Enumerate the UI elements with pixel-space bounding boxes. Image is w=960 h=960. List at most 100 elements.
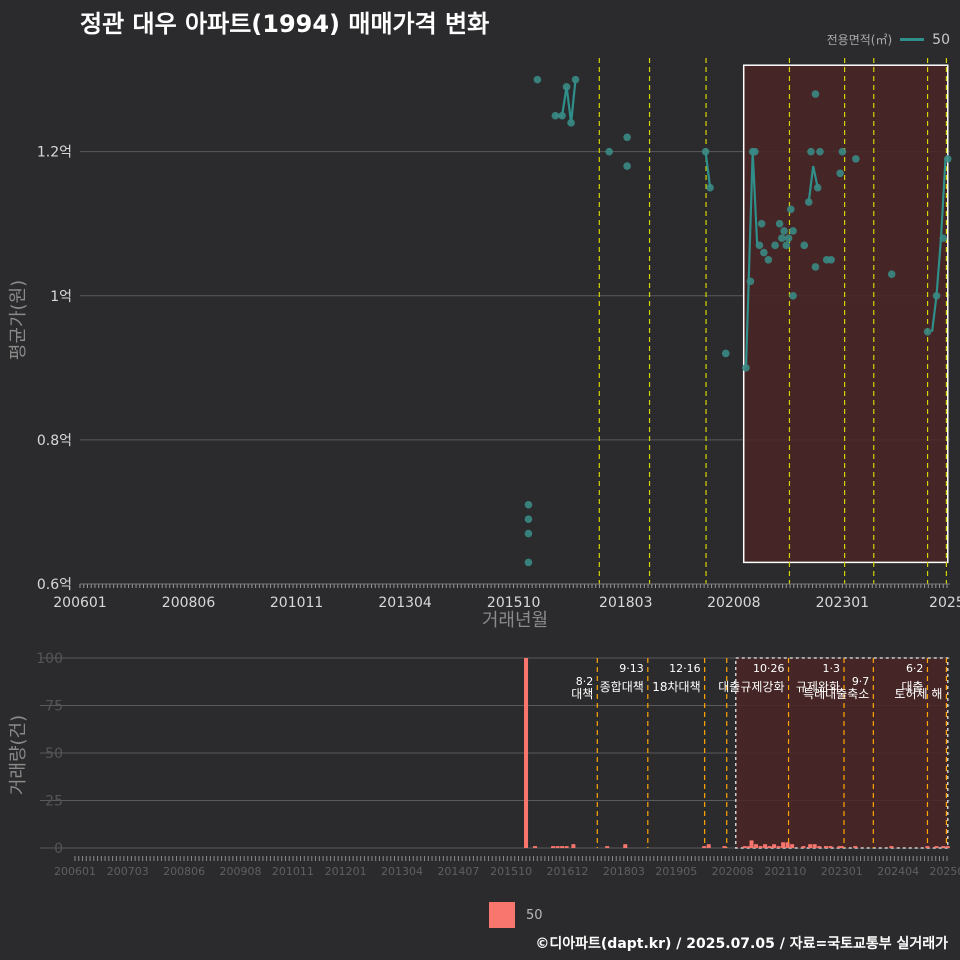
price-point — [786, 205, 795, 214]
policy-name-label: 토허제 해 — [894, 687, 942, 701]
price-series-line — [807, 165, 819, 203]
volume-bar — [551, 846, 556, 848]
volume-x-tick-label: 201905 — [655, 865, 697, 878]
volume-bar — [754, 844, 759, 848]
volume-x-tick-label: 201510 — [490, 865, 532, 878]
price-point — [775, 219, 784, 228]
price-point — [836, 169, 844, 178]
price-x-tick-label: 202008 — [707, 595, 760, 611]
policy-date-label: 9·7 — [852, 675, 870, 688]
volume-bar — [747, 846, 752, 848]
price-point — [778, 234, 786, 242]
price-point — [562, 83, 571, 91]
volume-bar — [941, 846, 946, 848]
price-point — [721, 349, 730, 358]
price-point — [807, 147, 815, 156]
price-point — [816, 147, 824, 156]
volume-y-tick-label: 0 — [54, 841, 63, 857]
policy-name-label: 특례대출축소 — [803, 687, 869, 701]
volume-bar — [564, 846, 569, 848]
price-y-tick-label: 0.8억 — [37, 433, 72, 449]
price-x-tick-label: 201803 — [599, 595, 652, 611]
price-series-line — [931, 158, 947, 332]
price-point — [742, 364, 750, 372]
volume-bar — [776, 846, 781, 848]
price-x-tick-label: 201510 — [487, 595, 540, 611]
volume-x-tick-label: 201612 — [547, 865, 589, 878]
price-point — [755, 241, 764, 250]
volume-y-tick-label: 50 — [45, 746, 63, 762]
price-x-tick-label: 200601 — [53, 595, 106, 611]
price-point — [524, 500, 533, 509]
volume-bar — [560, 846, 565, 848]
price-point — [813, 183, 822, 192]
price-point — [757, 219, 766, 228]
volume-bar — [781, 842, 786, 848]
volume-x-tick-label: 201201 — [325, 865, 367, 878]
volume-bar — [605, 846, 610, 848]
price-y-tick-label: 1억 — [50, 289, 72, 305]
volume-bar — [555, 846, 560, 848]
price-point — [524, 529, 533, 538]
volume-bar — [837, 846, 842, 848]
volume-bar — [772, 844, 777, 848]
price-point — [939, 234, 948, 242]
volume-bar — [925, 846, 930, 848]
price-x-axis-title: 거래년월 — [482, 610, 548, 631]
price-point — [923, 328, 932, 336]
volume-highlight-box — [735, 657, 949, 849]
policy-name-label: 18차대책 — [652, 679, 700, 694]
price-point — [706, 183, 714, 192]
price-point — [701, 147, 710, 156]
legend-entry: 50 — [932, 31, 950, 48]
volume-bar — [749, 840, 754, 848]
price-point — [623, 133, 631, 142]
volume-bar — [524, 658, 529, 848]
volume-x-tick-label: 20250 — [929, 865, 960, 878]
price-point — [852, 155, 860, 163]
volume-bar — [945, 846, 950, 848]
volume-bar — [790, 844, 795, 848]
volume-bar — [706, 844, 711, 848]
price-point — [943, 155, 952, 163]
volume-x-tick-label: 200601 — [54, 865, 96, 878]
legend-top: 전용면적(㎡) 50 — [827, 31, 950, 48]
volume-x-tick-label: 200806 — [163, 865, 205, 878]
legend-line-swatch — [900, 38, 925, 41]
volume-x-tick-label: 201011 — [272, 865, 314, 878]
volume-x-tick-label: 201304 — [381, 865, 423, 878]
volume-x-tick-label: 200908 — [220, 865, 262, 878]
price-point — [771, 241, 779, 250]
volume-y-tick-label: 25 — [45, 794, 63, 810]
price-point — [932, 291, 941, 300]
chart-title: 정관 대우 아파트(1994) 매매가격 변화 — [80, 10, 490, 38]
volume-x-tick-label: 202110 — [764, 865, 806, 878]
price-point — [811, 90, 820, 98]
price-y-axis-title: 평균가(원) — [8, 280, 29, 360]
price-y-tick-label: 0.6억 — [37, 577, 72, 593]
volume-bar — [823, 846, 828, 848]
volume-x-tick-label: 201407 — [437, 865, 479, 878]
volume-bar — [722, 846, 727, 848]
price-x-tick-label: 202301 — [816, 595, 869, 611]
price-point — [827, 255, 835, 264]
policy-name-label: 종합대책 — [600, 679, 644, 694]
volume-bar — [702, 846, 707, 848]
volume-y-tick-label: 100 — [36, 651, 63, 667]
volume-x-tick-label: 202404 — [877, 865, 919, 878]
price-point — [524, 558, 533, 567]
volume-bar — [533, 846, 538, 848]
price-y-tick-label: 1.2억 — [37, 145, 72, 161]
volume-bar — [801, 846, 806, 848]
price-point — [887, 270, 896, 278]
volume-bar — [812, 844, 817, 848]
policy-date-label: 8·2 — [576, 675, 594, 688]
price-point — [551, 111, 560, 120]
legend-bar-swatch — [489, 902, 515, 928]
price-point — [558, 111, 566, 120]
price-point — [784, 234, 793, 242]
price-point — [760, 248, 768, 257]
price-x-tick-label: 2025 — [929, 595, 960, 611]
volume-bar — [889, 846, 894, 848]
policy-date-label: 1·3 — [823, 662, 841, 675]
